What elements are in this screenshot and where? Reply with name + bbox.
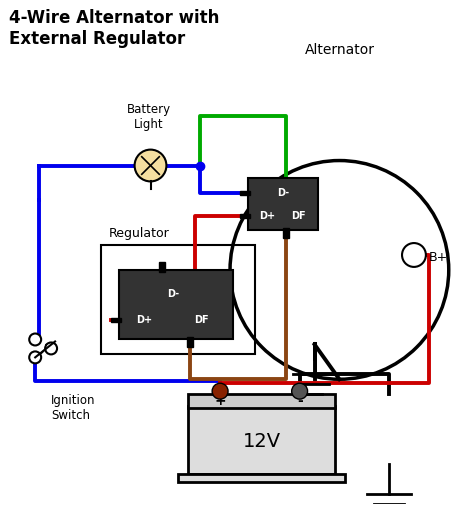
Text: D+: D+: [136, 315, 152, 325]
Circle shape: [135, 149, 166, 181]
Circle shape: [212, 383, 228, 399]
Text: DF: DF: [291, 211, 305, 221]
Bar: [159, 262, 165, 272]
Text: D+: D+: [259, 211, 275, 221]
Text: -: -: [297, 394, 302, 408]
Bar: [248, 178, 318, 230]
Text: 12V: 12V: [243, 432, 281, 451]
Text: Alternator: Alternator: [304, 43, 374, 57]
Circle shape: [29, 351, 41, 363]
Bar: [240, 214, 250, 218]
Bar: [240, 191, 250, 195]
Bar: [188, 394, 336, 408]
Bar: [283, 228, 289, 238]
Text: +: +: [214, 394, 226, 408]
Bar: [118, 270, 233, 339]
Circle shape: [402, 243, 426, 267]
Text: Battery
Light: Battery Light: [127, 103, 171, 131]
Text: DF: DF: [194, 315, 209, 325]
Bar: [101, 245, 255, 355]
Text: B+: B+: [429, 251, 448, 265]
Text: Ignition
Switch: Ignition Switch: [51, 394, 96, 422]
Circle shape: [29, 333, 41, 345]
Circle shape: [45, 342, 57, 355]
Circle shape: [292, 383, 308, 399]
Text: 4-Wire Alternator with
External Regulator: 4-Wire Alternator with External Regulato…: [9, 10, 220, 48]
Bar: [187, 337, 192, 347]
Text: D-: D-: [277, 188, 289, 198]
Text: Regulator: Regulator: [109, 227, 170, 240]
Bar: [111, 318, 121, 322]
Bar: [178, 474, 346, 482]
Bar: [188, 406, 336, 474]
Text: D-: D-: [167, 289, 180, 299]
